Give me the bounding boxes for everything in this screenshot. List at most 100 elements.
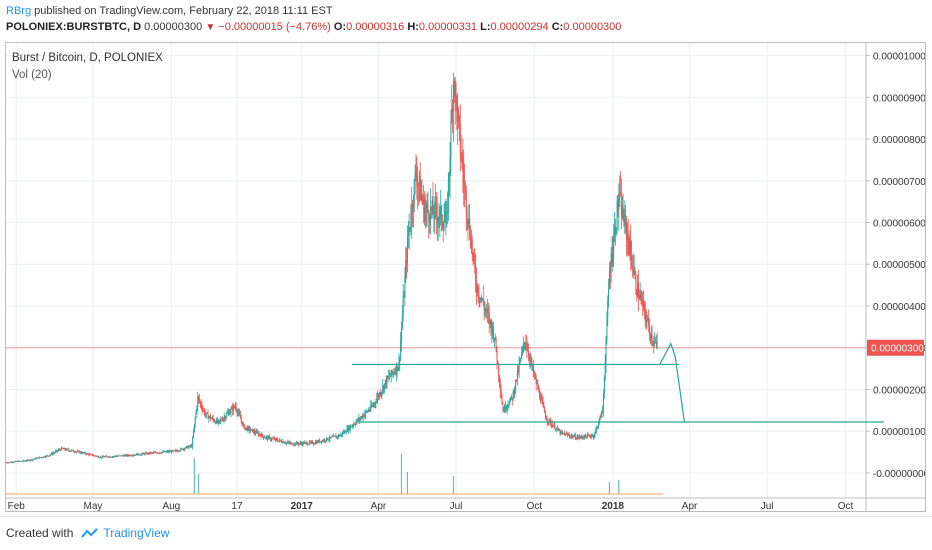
candle-body [294,443,296,445]
candle-body [274,438,276,440]
candle-body [16,461,18,462]
candle-body [107,457,109,458]
candle-body [389,375,391,377]
candle-body [501,396,503,405]
candle-body [34,458,36,460]
candle-body [185,446,187,449]
candle-body [19,460,21,462]
candle-body [475,281,477,292]
candle-body [366,411,368,413]
candle-body [331,436,333,438]
candle-body [349,426,351,430]
chart-frame[interactable]: 0.00001000 0.00000900 0.00000800 0.00000700… [5,42,926,512]
candle-body [194,417,196,425]
candle-body [169,451,171,452]
candle-body [403,296,405,298]
volume-legend: Vol (20) [12,69,52,81]
candle-body [489,319,491,324]
candle-body [23,460,25,462]
tradingview-brand[interactable]: TradingView [103,526,170,540]
candle-body [30,459,32,461]
candle-body [297,443,299,445]
candle-body [459,124,461,153]
candle-body [307,444,309,446]
price-axis-label: 0.00000500 [873,260,925,271]
candle-body [359,417,361,420]
candle-body [319,440,321,443]
candle-body [101,456,103,458]
price-chart[interactable]: 0.00001000 0.00000900 0.00000800 0.00000700… [6,43,925,511]
candle-body [239,415,241,419]
candle-body [444,220,446,223]
candle-body [289,442,291,444]
candle-body [405,260,407,277]
candle-body [481,297,483,300]
time-axis-label: Oct [838,501,854,511]
candle-body [179,450,181,452]
candle-body [176,450,178,452]
candle-body [141,453,143,454]
candle-body [566,433,568,435]
candle-body [154,452,156,454]
candle-body [117,456,119,457]
candle-body [652,341,654,343]
candle-body [162,451,164,453]
candle-body [288,442,290,443]
candle-body [232,407,234,411]
candle-body [151,452,153,454]
author-link[interactable]: RBrg [6,5,32,17]
candle-body [505,408,507,410]
candle-body [71,450,73,451]
candle-body [457,110,459,122]
candle-body [618,198,620,210]
candle-body [46,455,48,457]
candle-body [106,456,108,458]
candle-body [494,337,496,339]
candle-body [455,84,457,98]
candle-body [487,309,489,313]
candle-body [129,455,131,456]
candle-body [360,416,362,418]
candle-body [529,359,531,361]
candle-body [260,435,262,437]
candle-body [320,441,322,443]
candle-body [470,235,472,247]
candle-body [503,410,505,412]
candle-body [515,379,517,389]
candle-body [120,455,122,457]
candle-body [291,443,293,445]
candle-body [482,298,484,305]
candle-body [181,448,183,450]
candle-body [197,396,199,407]
price-axis-label: 0.00000200 [873,385,925,396]
candle-body [356,419,358,422]
tradingview-logo-icon [81,528,99,538]
candle-body [579,437,581,438]
candle-body [421,194,423,199]
candle-body [504,405,506,410]
candle-body [512,391,514,401]
candle-body [464,184,466,190]
candle-body [279,439,281,441]
candle-body [93,455,95,457]
candle-body [235,406,237,411]
candle-body [124,454,126,456]
candle-body [12,462,14,464]
candle-body [112,456,114,458]
candle-body [360,417,362,420]
candle-body [605,341,607,364]
candle-body [187,446,189,449]
candle-body [404,276,406,297]
candle-body [112,456,114,458]
candle-body [443,222,445,230]
candle-body [116,456,118,457]
candle-body [510,396,512,401]
candle-body [141,453,143,455]
candle-body [527,350,529,357]
candle-body [568,434,570,436]
candle-body [531,359,533,367]
candle-body [474,255,476,268]
candle-body [417,184,419,187]
candle-body [424,210,426,222]
candle-body [8,462,10,464]
